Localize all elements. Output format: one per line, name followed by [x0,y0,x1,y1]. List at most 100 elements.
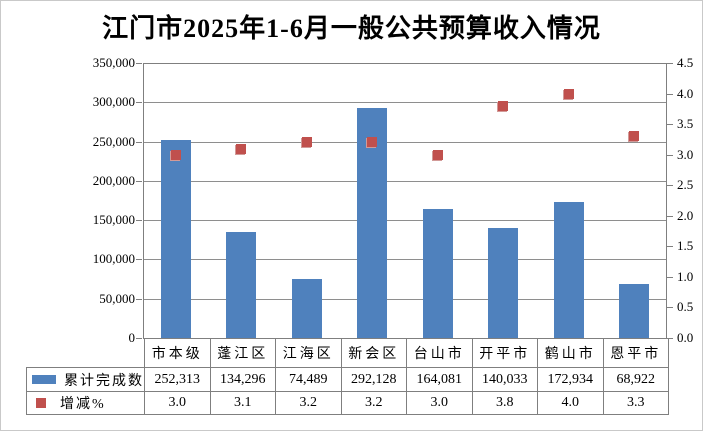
bar [226,232,256,338]
right-axis-tick [667,94,673,95]
table-header-row: 市本级 蓬江区 江海区 新会区 台山市 开平市 鹤山市 恩平市 [27,338,669,368]
left-axis-tick [136,220,142,221]
value-cell: 68,922 [602,367,669,392]
category-cell: 恩平市 [602,338,669,368]
left-axis-tick [136,181,142,182]
gridline [143,63,667,64]
left-axis-tick [136,102,142,103]
right-axis-tick-label: 2.0 [677,208,694,223]
left-axis-tick-label: 250,000 [92,134,135,149]
right-axis-tick [667,63,673,64]
right-axis-tick [667,307,673,308]
gridline [143,299,667,300]
category-cell: 鹤山市 [537,338,604,368]
category-cell: 开平市 [471,338,538,368]
right-axis-tick [667,338,673,339]
value-cell: 292,128 [340,367,407,392]
scatter-marker [498,101,508,111]
value-cell: 74,489 [275,367,342,392]
value-cell: 3.1 [209,391,276,415]
legend-cell: 累计完成数 [26,367,145,392]
value-cell: 3.3 [602,391,669,415]
left-axis-tick [136,63,142,64]
left-axis-line [143,63,144,338]
scatter-marker [302,137,312,147]
left-axis-tick-label: 100,000 [92,251,135,266]
value-cell: 3.2 [275,391,342,415]
plot-area [143,63,667,339]
data-table: 市本级 蓬江区 江海区 新会区 台山市 开平市 鹤山市 恩平市 累计完成数 252,313 134,… [26,338,669,415]
right-axis-tick-label: 1.0 [677,269,694,284]
bar [619,284,649,338]
left-axis-tick [136,338,142,339]
table-corner-cell [27,339,145,368]
category-cell: 江海区 [275,338,342,368]
left-axis-tick-label: 350,000 [92,55,135,70]
gridline [143,181,667,182]
value-cell: 3.0 [144,391,211,415]
category-cell: 市本级 [144,338,211,368]
legend-entry: 增减% [28,393,144,413]
right-axis-tick-label: 4.0 [677,86,694,101]
value-cell: 3.8 [471,391,538,415]
left-axis-tick [136,299,142,300]
scatter-marker [236,144,246,154]
legend-label: 增减% [60,397,106,412]
right-axis-tick-label: 4.5 [677,55,694,70]
right-axis-tick [667,216,673,217]
right-axis-tick [667,277,673,278]
bar-series-swatch-icon [32,375,56,384]
gridline [143,259,667,260]
right-axis-tick [667,124,673,125]
value-cell: 3.0 [406,391,473,415]
value-cell: 140,033 [471,367,538,392]
value-cell: 3.2 [340,391,407,415]
right-axis-tick-label: 1.5 [677,238,694,253]
right-axis-tick-label: 3.0 [677,147,694,162]
gridline [143,142,667,143]
legend-label: 累计完成数 [64,373,144,389]
left-axis-tick-label: 300,000 [92,94,135,109]
left-axis-tick-label: 50,000 [99,291,135,306]
value-cell: 172,934 [537,367,604,392]
right-axis-tick [667,185,673,186]
scatter-marker [564,89,574,99]
value-cell: 252,313 [144,367,211,392]
value-cell: 164,081 [406,367,473,392]
value-cell: 134,296 [209,367,276,392]
right-axis-tick [667,246,673,247]
gridline [143,220,667,221]
table-row: 累计完成数 252,313 134,296 74,489 292,128 164,081 1… [26,367,669,392]
bar [554,202,584,338]
legend-cell: 增减% [26,391,145,415]
bar [161,140,191,338]
left-axis-tick-label: 200,000 [92,173,135,188]
scatter-marker [433,150,443,160]
bar [488,228,518,338]
right-axis-tick-label: 0.0 [677,330,694,345]
scatter-marker [171,150,181,160]
scatter-marker [367,137,377,147]
value-cell: 4.0 [537,391,604,415]
gridline [143,102,667,103]
right-axis-tick [667,155,673,156]
category-cell: 台山市 [406,338,473,368]
right-axis-tick-label: 2.5 [677,177,694,192]
table-row: 增减% 3.0 3.1 3.2 3.2 3.0 3.8 4.0 3.3 [26,391,669,415]
legend-entry: 累计完成数 [28,370,144,390]
left-axis-tick [136,142,142,143]
left-axis-tick-label: 150,000 [92,212,135,227]
bar [423,209,453,338]
right-axis-tick-label: 0.5 [677,299,694,314]
bar [292,279,322,338]
left-axis-tick [136,259,142,260]
left-axis-tick-label: 0 [128,330,136,345]
category-cell: 蓬江区 [209,338,276,368]
chart-title: 江门市2025年1-6月一般公共预算收入情况 [102,14,601,43]
right-axis-tick-label: 3.5 [677,116,694,131]
scatter-marker [629,131,639,141]
marker-series-swatch-icon [36,398,46,408]
category-cell: 新会区 [340,338,407,368]
right-axis-line [666,63,667,338]
